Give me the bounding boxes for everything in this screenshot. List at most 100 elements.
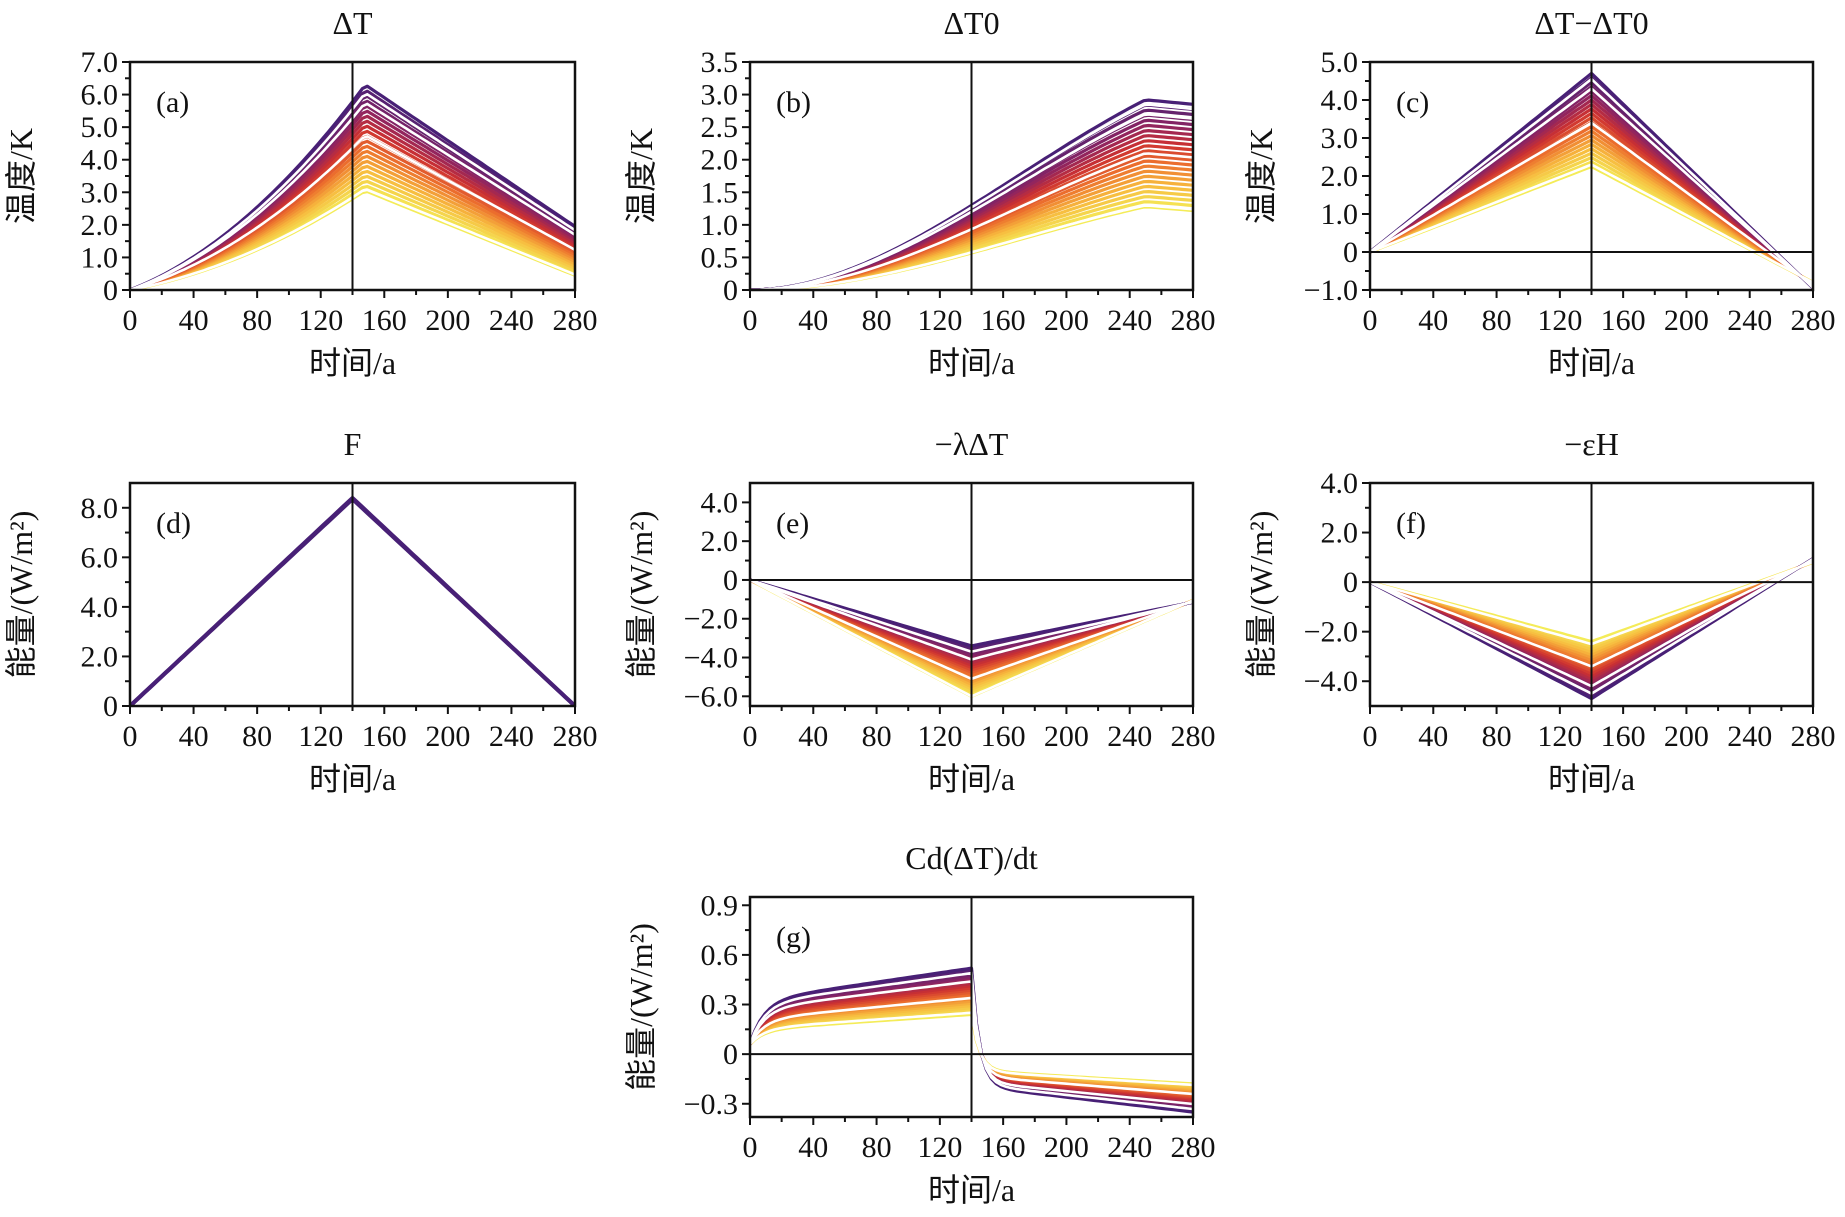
x-tick-label: 120 xyxy=(917,1131,962,1164)
x-tick-label: 80 xyxy=(1482,720,1512,753)
y-tick-label: 1.0 xyxy=(1321,198,1359,231)
x-tick-label: 200 xyxy=(1044,1131,1089,1164)
panel-title: ΔT0 xyxy=(943,5,999,41)
y-tick-label: 0 xyxy=(1343,236,1358,269)
x-axis-label: 时间/a xyxy=(928,345,1015,381)
panel-g: 0 40 80 120 160 200 240 280−0.300.30.60.9(g)Cd(… xyxy=(623,840,1216,1208)
y-tick-label: 3.5 xyxy=(701,46,739,79)
x-tick-label: 120 xyxy=(298,304,343,337)
y-axis-label: 能量/(W/m²) xyxy=(623,923,659,1091)
x-tick-label: 0 xyxy=(743,304,758,337)
y-tick-label: −2.0 xyxy=(1304,616,1358,649)
y-axis-label: 能量/(W/m²) xyxy=(623,511,659,679)
x-axis-label: 时间/a xyxy=(309,345,396,381)
y-tick-label: 0 xyxy=(1343,566,1358,599)
y-axis-label: 温度/K xyxy=(1243,128,1279,224)
x-tick-label: 240 xyxy=(1107,720,1152,753)
y-tick-label: 0 xyxy=(723,1038,738,1071)
x-axis-label: 时间/a xyxy=(1548,761,1635,797)
panel-title: ΔT xyxy=(332,5,373,41)
x-tick-label: 0 xyxy=(1363,304,1378,337)
y-tick-label: −6.0 xyxy=(684,680,738,713)
x-tick-label: 80 xyxy=(242,720,272,753)
y-tick-label: −0.3 xyxy=(684,1088,738,1121)
x-tick-label: 40 xyxy=(1418,720,1448,753)
x-tick-label: 200 xyxy=(1664,720,1709,753)
x-tick-label: 0 xyxy=(123,304,138,337)
panel-b: 0 40 80 120 160 200 240 280 00.51.01.52.02.53.03… xyxy=(623,5,1216,381)
panel-letter: (c) xyxy=(1396,86,1429,119)
x-axis-label: 时间/a xyxy=(928,1172,1015,1208)
x-tick-label: 80 xyxy=(1482,304,1512,337)
x-tick-label: 240 xyxy=(1727,720,1772,753)
y-tick-label: 0 xyxy=(723,274,738,307)
x-tick-label: 240 xyxy=(1727,304,1772,337)
panel-title: −λΔT xyxy=(935,426,1009,462)
x-tick-label: 280 xyxy=(1171,304,1216,337)
x-axis-label: 时间/a xyxy=(928,761,1015,797)
y-tick-label: 2.0 xyxy=(81,640,119,673)
x-tick-label: 40 xyxy=(798,1131,828,1164)
x-tick-label: 120 xyxy=(298,720,343,753)
y-tick-label: 0.6 xyxy=(701,939,739,972)
x-tick-label: 0 xyxy=(743,1131,758,1164)
x-axis-label: 时间/a xyxy=(309,761,396,797)
y-tick-label: 3.0 xyxy=(1321,122,1359,155)
panel-c: 0 40 80 120 160 200 240 280−1.001.02.03.04.05.0… xyxy=(1243,5,1836,381)
x-tick-label: 280 xyxy=(1791,720,1836,753)
y-tick-label: 2.0 xyxy=(81,209,119,242)
x-tick-label: 120 xyxy=(917,304,962,337)
x-tick-label: 0 xyxy=(1363,720,1378,753)
y-tick-label: 0.9 xyxy=(701,889,739,922)
y-tick-label: 4.0 xyxy=(1321,467,1359,500)
x-tick-label: 160 xyxy=(1601,304,1646,337)
y-tick-label: 2.0 xyxy=(701,525,739,558)
y-tick-label: 3.0 xyxy=(81,176,119,209)
panel-title: ΔT−ΔT0 xyxy=(1534,5,1648,41)
x-tick-label: 200 xyxy=(1664,304,1709,337)
y-tick-label: 2.0 xyxy=(1321,160,1359,193)
x-tick-label: 280 xyxy=(1171,1131,1216,1164)
panel-letter: (g) xyxy=(776,921,811,954)
y-tick-label: −1.0 xyxy=(1304,274,1358,307)
panel-e: 0 40 80 120 160 200 240 280 −6.0 −4.0 −2.0 0 2.0 4.0 (… xyxy=(623,426,1216,797)
y-tick-label: −4.0 xyxy=(1304,665,1358,698)
x-tick-label: 240 xyxy=(1107,304,1152,337)
panel-letter: (b) xyxy=(776,86,811,119)
panel-title: F xyxy=(344,426,362,462)
panel-a: 0 40 80 120 160 200 240 280 01.02.03.04.05.06.07… xyxy=(3,5,598,381)
y-tick-label: 5.0 xyxy=(81,111,119,144)
y-tick-label: 0 xyxy=(723,564,738,597)
y-tick-label: 0.5 xyxy=(701,241,739,274)
y-tick-label: 4.0 xyxy=(701,486,739,519)
x-tick-label: 200 xyxy=(425,720,470,753)
panel-letter: (d) xyxy=(156,507,191,540)
panel-letter: (e) xyxy=(776,507,809,540)
y-tick-label: −2.0 xyxy=(684,603,738,636)
panel-title: Cd(ΔT)/dt xyxy=(905,840,1038,876)
panel-letter: (a) xyxy=(156,86,189,119)
y-tick-label: 0 xyxy=(103,690,118,723)
x-tick-label: 160 xyxy=(981,1131,1026,1164)
x-axis-label: 时间/a xyxy=(1548,345,1635,381)
x-tick-label: 120 xyxy=(917,720,962,753)
x-tick-label: 120 xyxy=(1537,304,1582,337)
y-tick-label: 3.0 xyxy=(701,79,739,112)
panel-title: −εH xyxy=(1564,426,1619,462)
x-tick-label: 200 xyxy=(1044,304,1089,337)
x-tick-label: 40 xyxy=(179,720,209,753)
x-tick-label: 80 xyxy=(862,304,892,337)
x-tick-label: 240 xyxy=(1107,1131,1152,1164)
x-tick-label: 40 xyxy=(1418,304,1448,337)
x-tick-label: 280 xyxy=(1171,720,1216,753)
x-tick-label: 160 xyxy=(981,304,1026,337)
x-tick-label: 200 xyxy=(1044,720,1089,753)
y-tick-label: 1.5 xyxy=(701,176,739,209)
y-tick-label: 2.0 xyxy=(701,144,739,177)
x-tick-label: 160 xyxy=(362,304,407,337)
y-tick-label: −4.0 xyxy=(684,642,738,675)
y-axis-label: 温度/K xyxy=(3,128,39,224)
x-tick-label: 160 xyxy=(981,720,1026,753)
panel-f: 0 40 80 120 160 200 240 280 −4.0 −2.0 0 2.0 4.0 (f) −ε… xyxy=(1243,426,1836,797)
